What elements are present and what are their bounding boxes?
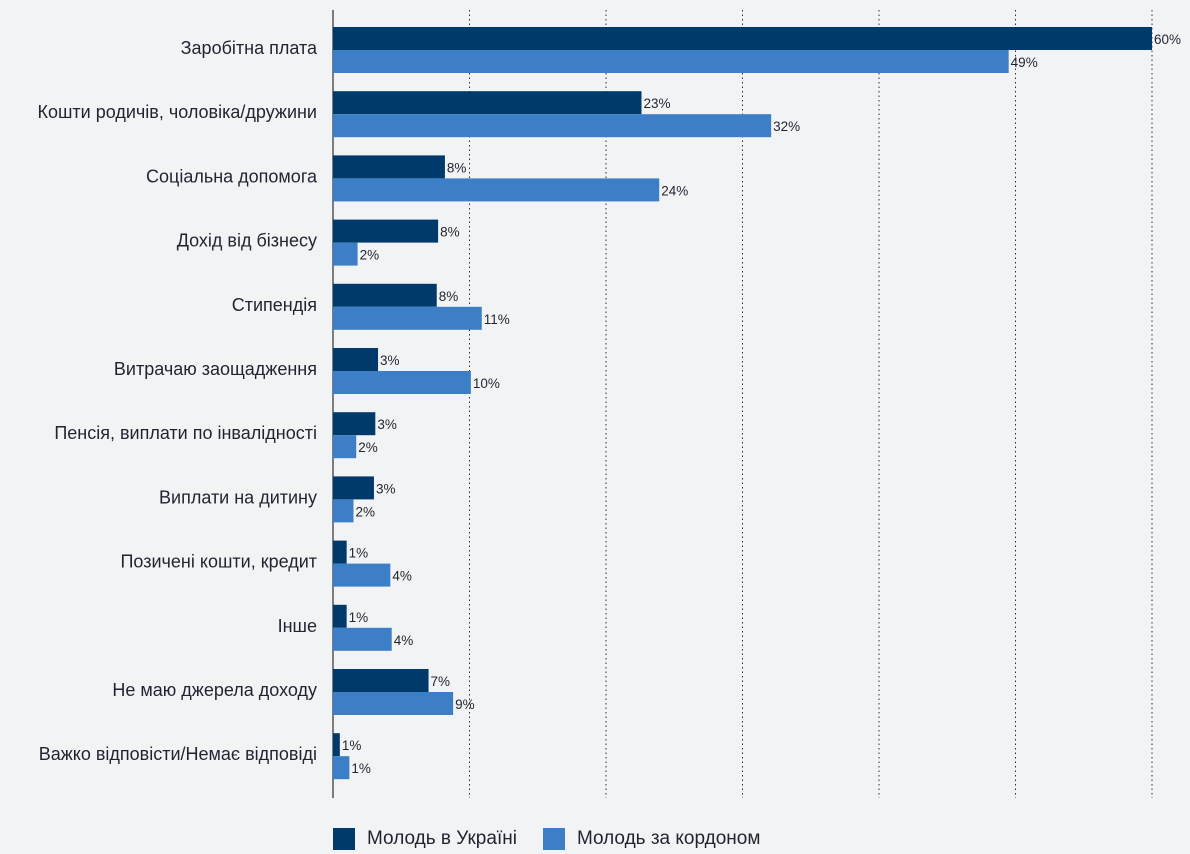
value-label-abroad: 49% bbox=[1011, 55, 1038, 70]
value-label-ukraine: 23% bbox=[643, 96, 670, 111]
value-label-ukraine: 1% bbox=[349, 546, 369, 561]
legend-item-ukraine: Молодь в Україні bbox=[333, 828, 517, 850]
bar-ukraine bbox=[333, 283, 437, 307]
bar-ukraine bbox=[333, 155, 445, 179]
value-label-ukraine: 3% bbox=[376, 481, 396, 496]
bar-abroad bbox=[333, 306, 482, 330]
bar-abroad bbox=[333, 242, 358, 266]
value-label-ukraine: 8% bbox=[440, 225, 460, 240]
value-label-ukraine: 3% bbox=[377, 417, 397, 432]
value-label-ukraine: 3% bbox=[380, 353, 400, 368]
value-label-ukraine: 8% bbox=[439, 289, 459, 304]
value-label-ukraine: 1% bbox=[349, 610, 369, 625]
category-label: Дохід від бізнесу bbox=[177, 231, 317, 251]
value-label-abroad: 32% bbox=[773, 119, 800, 134]
value-label-abroad: 2% bbox=[360, 248, 380, 263]
value-label-abroad: 10% bbox=[473, 376, 500, 391]
category-label: Стипендія bbox=[232, 295, 317, 315]
bar-ukraine bbox=[333, 91, 642, 115]
bar-abroad bbox=[333, 627, 392, 651]
value-label-abroad: 2% bbox=[355, 504, 375, 519]
legend: Молодь в Україні Молодь за кордоном bbox=[333, 828, 760, 850]
bar-ukraine bbox=[333, 219, 439, 243]
value-label-abroad: 2% bbox=[358, 440, 378, 455]
category-label: Інше bbox=[278, 616, 317, 636]
bar-ukraine bbox=[333, 27, 1152, 50]
value-label-abroad: 4% bbox=[392, 569, 412, 584]
legend-label-ukraine: Молодь в Україні bbox=[367, 828, 517, 849]
legend-item-abroad: Молодь за кордоном bbox=[542, 828, 761, 850]
value-label-ukraine: 7% bbox=[431, 674, 451, 689]
bar-abroad bbox=[333, 563, 391, 587]
legend-swatch-ukraine bbox=[333, 828, 355, 850]
bar-abroad bbox=[333, 756, 350, 780]
bar-abroad bbox=[333, 499, 354, 523]
bar-abroad bbox=[333, 178, 660, 202]
category-label: Кошти родичів, чоловіка/дружини bbox=[37, 102, 317, 122]
value-label-ukraine: 8% bbox=[447, 160, 467, 175]
value-label-abroad: 11% bbox=[484, 312, 510, 327]
category-label: Заробітна плата bbox=[181, 38, 318, 58]
bar-ukraine bbox=[333, 412, 376, 436]
category-label: Важко відповісти/Немає відповіді bbox=[39, 744, 317, 764]
bar-ukraine bbox=[333, 348, 379, 371]
bar-chart: Заробітна плата 60% 49% Кошти родичів, чоло… bbox=[37, 10, 1181, 798]
bar-abroad bbox=[333, 114, 772, 138]
bar-abroad bbox=[333, 435, 357, 459]
category-label: Не маю джерела доходу bbox=[112, 680, 317, 700]
value-label-abroad: 1% bbox=[351, 761, 371, 776]
value-label-abroad: 24% bbox=[661, 183, 688, 198]
value-label-ukraine: 1% bbox=[342, 738, 362, 753]
value-label-abroad: 4% bbox=[394, 633, 414, 648]
bar-ukraine bbox=[333, 476, 374, 500]
bar-abroad bbox=[333, 50, 1009, 73]
bar-abroad bbox=[333, 371, 471, 394]
category-label: Виплати на дитину bbox=[159, 487, 317, 507]
bar-ukraine bbox=[333, 733, 340, 757]
bar-ukraine bbox=[333, 604, 347, 628]
category-label: Витрачаю заощадження bbox=[114, 359, 317, 379]
legend-swatch-abroad bbox=[542, 828, 565, 850]
category-label: Пенсія, виплати по інвалідності bbox=[54, 423, 317, 443]
bar-abroad bbox=[333, 692, 454, 715]
value-label-ukraine: 60% bbox=[1154, 32, 1181, 47]
legend-label-abroad: Молодь за кордоном bbox=[576, 828, 761, 849]
category-label: Соціальна допомога bbox=[146, 166, 318, 186]
bar-ukraine bbox=[333, 669, 429, 692]
bar-ukraine bbox=[333, 540, 347, 564]
value-label-abroad: 9% bbox=[455, 697, 475, 712]
category-label: Позичені кошти, кредит bbox=[120, 552, 317, 572]
